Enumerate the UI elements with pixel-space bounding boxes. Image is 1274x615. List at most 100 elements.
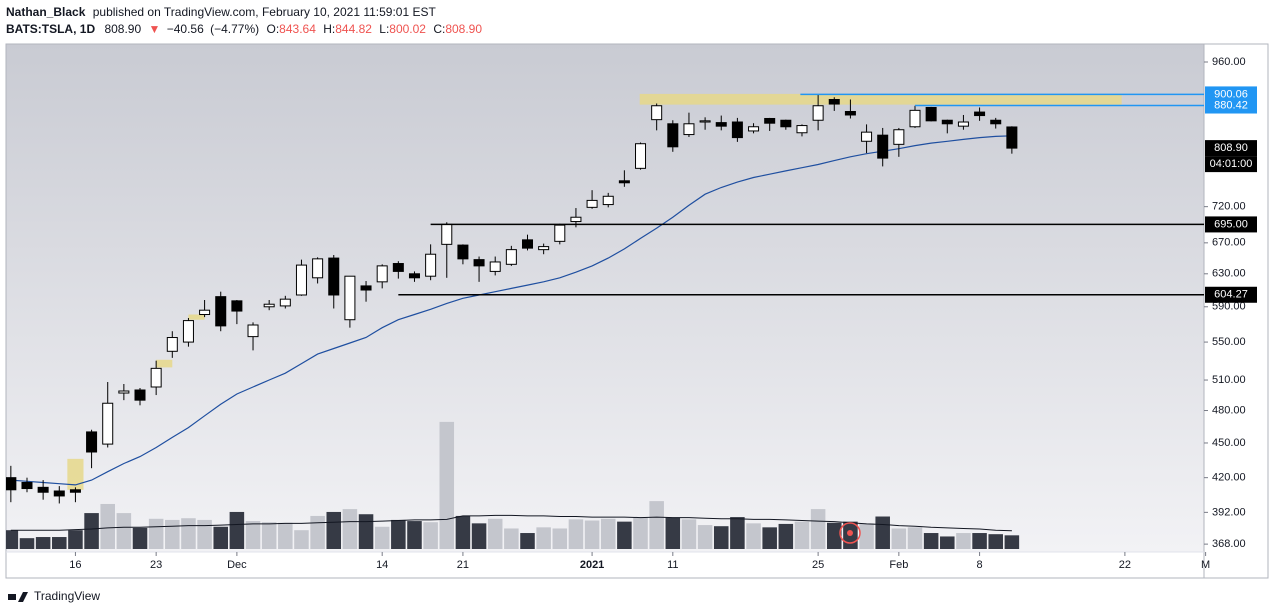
candle-body — [376, 265, 388, 283]
x-tick-label: Feb — [889, 559, 908, 571]
legend-line: BATS:TSLA, 1D 808.90 ▼ −40.56 (−4.77%) O… — [6, 22, 482, 36]
volume-bar — [988, 534, 1003, 549]
candle-body — [150, 367, 162, 388]
candle-body — [586, 199, 598, 208]
y-tick-label: 720.00 — [1212, 201, 1246, 213]
volume-bar — [487, 518, 503, 549]
candle-body — [199, 309, 211, 316]
volume-bar — [407, 521, 422, 549]
candle-body — [651, 105, 663, 121]
volume-bar — [504, 528, 519, 549]
candle-body — [118, 390, 130, 394]
x-tick-label: 11 — [667, 559, 678, 571]
candle-body — [312, 258, 324, 279]
volume-bar — [940, 536, 955, 549]
volume-bar — [907, 527, 923, 549]
candle-body — [780, 119, 792, 128]
event-marker[interactable] — [839, 522, 861, 544]
high-label: H: — [323, 22, 335, 36]
volume-bar — [956, 533, 971, 549]
candle-body — [166, 337, 178, 352]
x-tick-label: 14 — [376, 559, 388, 571]
candle-body — [812, 105, 824, 121]
indicator-lines — [10, 135, 1012, 532]
levels — [398, 93, 1204, 296]
candle-body — [505, 249, 517, 265]
brand: TradingView — [34, 589, 100, 603]
volume-bar — [552, 528, 568, 549]
volume-bar — [875, 516, 890, 549]
candle-body — [538, 246, 550, 251]
volume — [6, 421, 1020, 549]
volume-bar — [455, 515, 471, 549]
candle-body — [667, 123, 679, 148]
candle-body — [796, 125, 808, 134]
volume-bar — [310, 515, 325, 549]
volume-bar — [19, 538, 35, 549]
candle-body — [408, 273, 420, 279]
volume-bar — [810, 509, 826, 549]
volume-bar — [859, 523, 874, 549]
candle-body — [925, 106, 937, 122]
last-price-label: 808.90 — [1214, 142, 1248, 154]
volume-bar — [633, 517, 648, 549]
change: −40.56 — [167, 22, 204, 36]
x-tick-label: 16 — [69, 559, 81, 571]
candle-body — [344, 275, 356, 321]
level-label: 880.42 — [1214, 99, 1248, 111]
y-tick-label: 670.00 — [1212, 237, 1246, 249]
volume-bar — [116, 513, 132, 549]
symbol: BATS:TSLA, 1D — [6, 22, 95, 36]
y-tick-label: 480.00 — [1212, 404, 1246, 416]
volume-bar — [294, 530, 309, 549]
candle-body — [247, 324, 259, 338]
candle-body — [828, 99, 840, 105]
author: Nathan_Black — [6, 5, 86, 19]
volume-bar — [181, 518, 196, 549]
candle-body — [570, 216, 582, 223]
candle-body — [602, 195, 614, 206]
candle-body — [441, 223, 453, 245]
y-tick-label: 420.00 — [1212, 472, 1246, 484]
candle-body — [618, 180, 630, 184]
candle-body — [328, 257, 340, 296]
x-tick-label: Dec — [227, 559, 247, 571]
volume-bar — [568, 519, 584, 549]
y-tick-label: 450.00 — [1212, 437, 1246, 449]
candle-body — [6, 477, 17, 491]
candle-body — [69, 489, 81, 493]
level-label-box — [1205, 216, 1257, 233]
volume-bar — [1004, 535, 1020, 549]
volume-bar — [794, 521, 810, 549]
x-tick-label: 25 — [812, 559, 824, 571]
volume-bar — [229, 511, 245, 549]
time-axis — [6, 552, 1204, 578]
plot-background — [6, 44, 1204, 552]
axis-labels: 960.00 720.00 670.00 630.00 590.00 550.00 510.… — [69, 56, 1257, 571]
candle-body — [909, 109, 921, 128]
volume-bar — [439, 421, 455, 549]
level-label: 900.06 — [1214, 88, 1248, 100]
volume-bar — [972, 533, 987, 549]
volume-bar — [197, 519, 212, 549]
volume-bar — [730, 517, 745, 549]
countdown-box — [1205, 156, 1257, 173]
y-tick-label: 960.00 — [1212, 56, 1246, 68]
volume-bar — [536, 527, 551, 549]
candle-body — [844, 111, 856, 116]
candle-body — [425, 253, 437, 277]
candle-body — [957, 121, 969, 127]
candle-body — [489, 261, 501, 272]
x-tick-label: M — [1201, 559, 1210, 571]
volume-bar — [649, 501, 664, 549]
published: published on TradingView.com, February 1… — [93, 5, 437, 19]
candle-body — [392, 263, 404, 272]
volume-bar — [584, 520, 600, 549]
candle-body — [635, 143, 647, 169]
low-value: 800.02 — [389, 22, 426, 36]
x-tick-label: 23 — [150, 559, 162, 571]
candle-body — [86, 431, 98, 453]
candle-body — [37, 486, 49, 493]
volume-bar — [84, 513, 99, 549]
